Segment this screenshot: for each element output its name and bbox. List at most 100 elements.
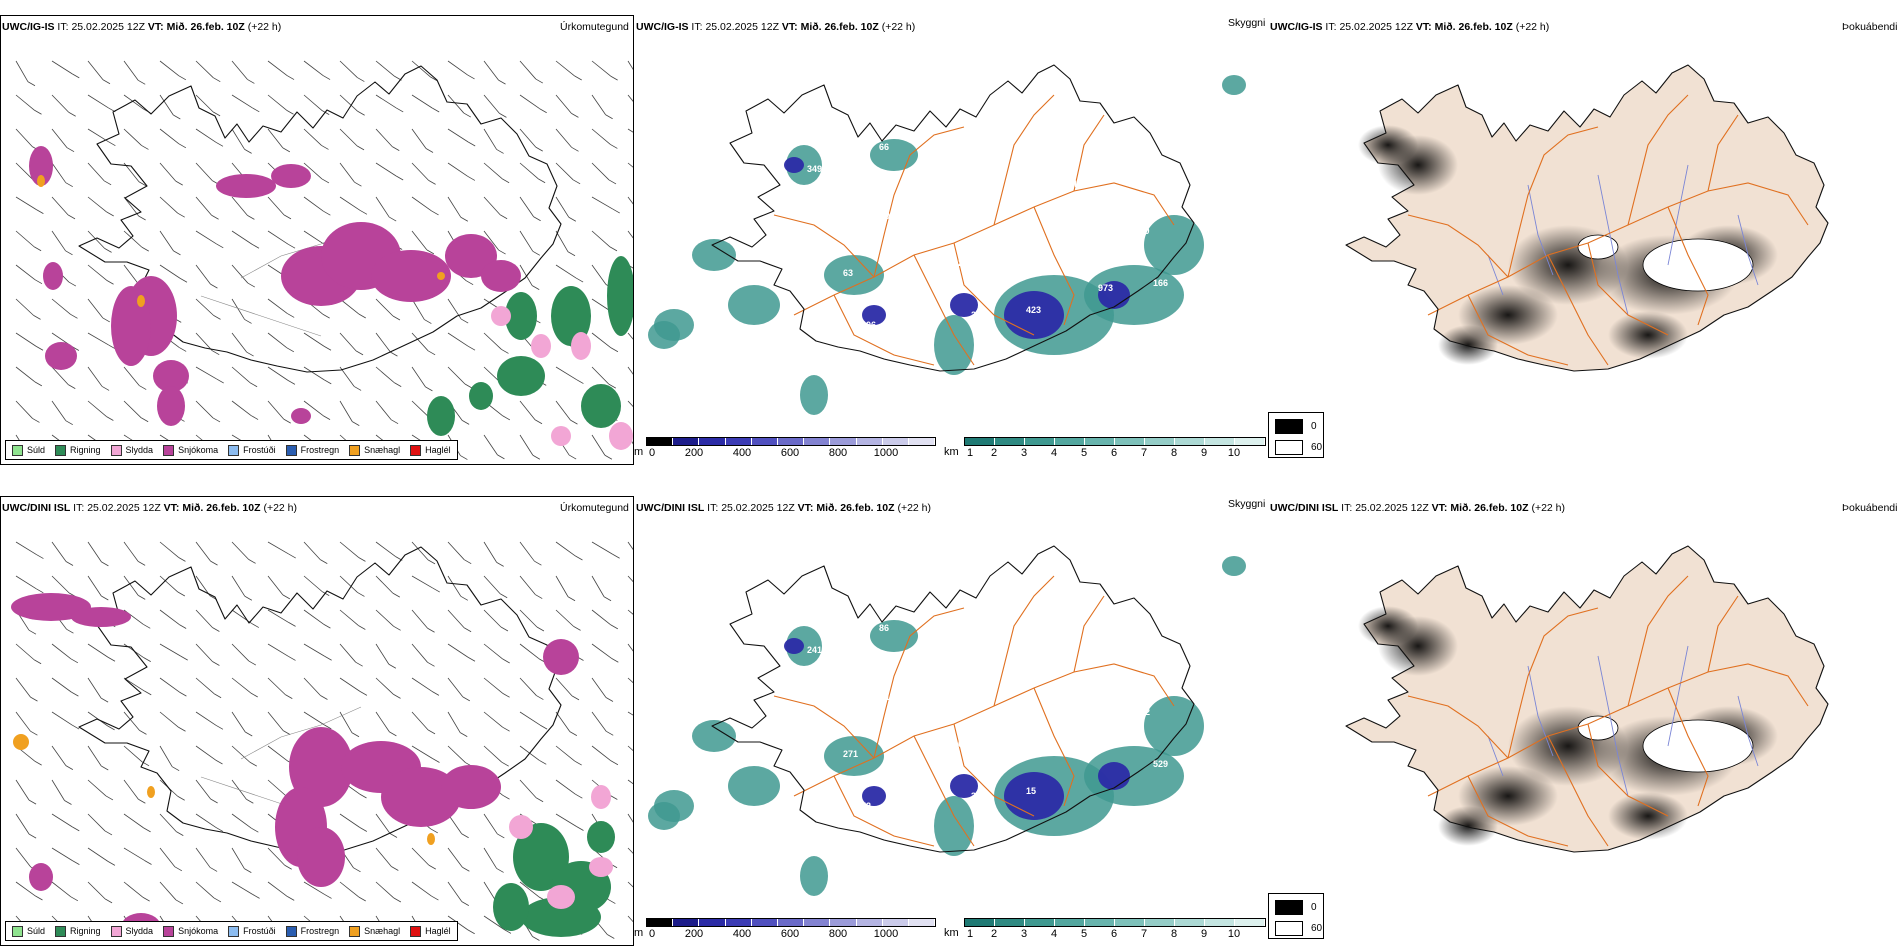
legend-label: Haglél [425, 926, 451, 936]
legend-label: Slydda [125, 445, 154, 455]
glacier [1577, 234, 1619, 260]
legend-swatch [410, 925, 422, 937]
cloudbase-value-label: 10 [734, 117, 744, 127]
legend-label: Súld [27, 926, 46, 936]
colorbar-tick: 3 [1020, 928, 1028, 940]
colorbar-tick: 10 [1227, 928, 1241, 940]
legend-swatch [228, 925, 240, 937]
road-network [1407, 575, 1809, 847]
fog-legend-item: 0 [1275, 900, 1317, 915]
legend-item: Rigning [55, 925, 101, 937]
precip-legend: Súld Rigning Slydda Snjókoma Frostúði Frostre… [5, 440, 458, 460]
fog-tag-bottom: Þokuábendi [1842, 502, 1898, 514]
colorbar-tick: 0 [648, 928, 656, 940]
fog-legend-item: 60 [1275, 921, 1322, 936]
iceland-landmass [78, 65, 562, 373]
legend-item: Súld [12, 925, 46, 937]
precip-tag-top: Úrkomutegund [560, 21, 629, 33]
colorbar-tick: 5 [1080, 928, 1088, 940]
legend-label: Frostúði [243, 445, 276, 455]
legend-item: Frostregn [285, 444, 339, 456]
cloudbase-value-label: 20 [989, 613, 999, 623]
cloudbase-value-label: 463 [1099, 603, 1114, 613]
colorbar-tick: 5 [1080, 447, 1088, 459]
cloudbase-value-label: 72 [861, 801, 871, 811]
colorbar-tick: 800 [828, 928, 848, 940]
precip-area [37, 175, 445, 307]
cloudbase-value-label: 401 [953, 739, 968, 749]
colorbar-tick: 7 [1140, 928, 1148, 940]
legend-swatch [55, 444, 67, 456]
cloudbase-value-label: 10 [880, 211, 890, 221]
colorbar-tick: 800 [828, 447, 848, 459]
colorbar-tick: 1000 [873, 928, 899, 940]
cloudbase-value-label: 345 [971, 791, 986, 801]
precip-map-bottom [11, 541, 633, 942]
colorbar-tick: 8 [1170, 447, 1178, 459]
legend-label: Snæhagl [364, 926, 401, 936]
cloudbase-value-label: 642 [1044, 127, 1059, 137]
cloudbase-value-label: 973 [1098, 283, 1113, 293]
river-network [1487, 164, 1759, 316]
cloudbase-value-label: 302 [788, 273, 803, 283]
precip-area [509, 785, 613, 909]
cloudbase-value-label: 246 [971, 310, 986, 320]
cloudbase-colorbar-top: 0 200 400 600 800 1000 m [634, 437, 936, 460]
cloudbase-value-label: 338 [898, 263, 913, 273]
visibility-header-bottom: UWC/DINI ISL IT: 25.02.2025 12Z VT: Mið.… [636, 502, 932, 514]
legend-item: Snæhagl [349, 925, 401, 937]
cloudbase-value-label: 16 [751, 330, 761, 340]
visibility-map-bottom: 50 241 318 401 15 463 316 143 57 345 37 149 62 271 76 2… [648, 545, 1246, 896]
legend-label: Snjókoma [178, 445, 219, 455]
cloudbase-value-label: 169 [825, 216, 840, 226]
precip-map-top [15, 60, 633, 460]
cloudbase-labels: 50 241 318 401 15 463 316 143 57 345 37 149 62 271 76 2… [734, 598, 1168, 816]
cloudbase-value-label: 85 [1099, 122, 1109, 132]
cloudbase-value-label: 316 [752, 650, 767, 660]
cloudbase-value-label: 62 [770, 702, 780, 712]
cloudbase-value-label: 50 [734, 598, 744, 608]
colorbar-tick: 6 [1110, 447, 1118, 459]
legend-swatch [163, 925, 175, 937]
visibility-panel-top: 10 349 10 126 423 85 314 169 338 246 642 320 59 63 89 2… [634, 15, 1268, 465]
colorbar-tick: 1 [966, 928, 974, 940]
iceland-landmass [1345, 64, 1829, 372]
cloudbase-value-label: 314 [752, 169, 767, 179]
visibility-unit: km [944, 927, 959, 939]
cloudbase-value-label: 124 [1062, 179, 1077, 189]
legend-label: Frostregn [300, 926, 340, 936]
cloudbase-value-label: 158 [806, 325, 821, 335]
legend-swatch [12, 444, 23, 456]
legend-swatch [12, 925, 23, 937]
glacier [1642, 238, 1754, 292]
cloudbase-value-label: 76 [916, 796, 926, 806]
cloudbase-value-label: 306 [861, 320, 876, 330]
legend-swatch [285, 444, 297, 456]
colorbar-tick: 1 [966, 447, 974, 459]
legend-swatch [349, 444, 361, 456]
cloudbase-colorbar-ticks: 0 200 400 600 800 1000 [634, 446, 936, 460]
cloudbase-value-label: 205 [989, 132, 1004, 142]
legend-item: Frostúði [228, 444, 276, 456]
legend-label: Slydda [125, 926, 154, 936]
cloudbase-colorbar-swatches [646, 918, 936, 927]
legend-item: Snjókoma [163, 925, 218, 937]
legend-label: Rigning [70, 926, 101, 936]
cloudbase-value-label: 887 [1080, 712, 1095, 722]
cloudbase-value-label: 63 [843, 268, 853, 278]
cloudbase-labels: 10 349 10 126 423 85 314 169 338 246 642 320 59 63 89 2… [734, 117, 1168, 340]
colorbar-tick: 400 [732, 928, 752, 940]
legend-item: Slydda [110, 925, 154, 937]
colorbar-tick: 2 [990, 447, 998, 459]
legend-label: Súld [27, 445, 46, 455]
cloudbase-value-label: 318 [880, 692, 895, 702]
fog-legend-top: 0 60 [1268, 412, 1324, 458]
cloudbase-value-label: 529 [1153, 759, 1168, 769]
visibility-colorbar-ticks: 1 2 3 4 5 6 7 8 9 10 [944, 927, 1268, 941]
cloudbase-value-label: 59 [770, 221, 780, 231]
legend-swatch [55, 925, 67, 937]
legend-swatch [228, 444, 240, 456]
cloudbase-value-label: 271 [843, 749, 858, 759]
legend-item: Haglél [410, 444, 451, 456]
glacier [1642, 719, 1754, 773]
